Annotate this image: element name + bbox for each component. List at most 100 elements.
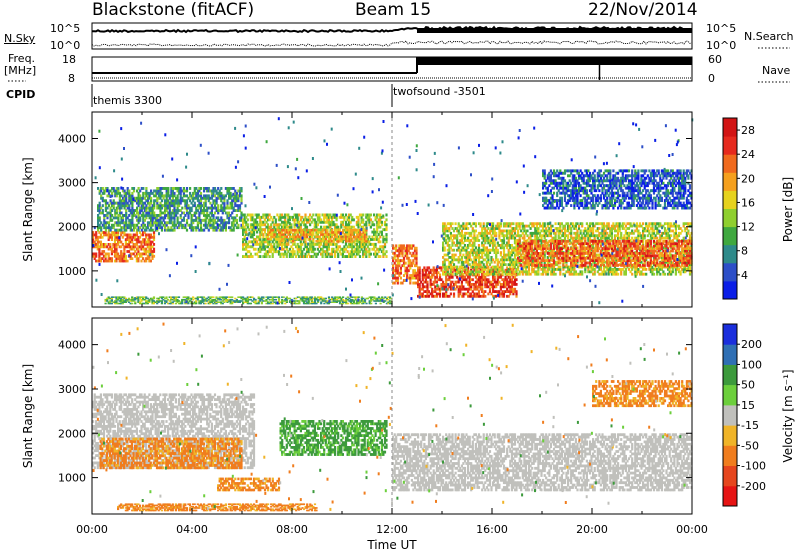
power-cell: [476, 268, 479, 271]
power-cell: [334, 296, 337, 298]
power-cell: [136, 189, 139, 193]
power-cell: [334, 215, 337, 219]
power-cell: [312, 301, 315, 303]
power-cell: [443, 283, 446, 286]
power-cell: [484, 227, 487, 230]
power-cell: [468, 256, 471, 259]
power-cell: [226, 221, 229, 225]
power-cell: [296, 237, 299, 241]
power-cell: [338, 250, 341, 254]
power-cell: [143, 228, 146, 232]
power-cell: [97, 209, 100, 212]
power-cell: [413, 271, 417, 275]
power-cell: [226, 206, 229, 210]
power-cell: [437, 292, 440, 296]
power-cell: [431, 290, 434, 293]
power-cell: [451, 268, 454, 271]
power-cell: [199, 296, 202, 298]
power-cell: [195, 211, 198, 215]
power-cell: [324, 300, 327, 302]
power-cell: [131, 218, 134, 222]
power-cell: [479, 263, 482, 266]
power-cell: [434, 287, 437, 291]
power-cell: [351, 302, 354, 305]
power-cell: [257, 238, 260, 241]
power-cell: [254, 298, 257, 301]
power-cell: [376, 300, 379, 302]
power-cell: [374, 300, 377, 302]
power-cell: [235, 199, 238, 203]
power-cell: [212, 218, 215, 222]
power-cell: [159, 218, 162, 222]
power-cell: [470, 234, 473, 238]
power-cell: [291, 247, 295, 251]
power-cell: [128, 226, 131, 230]
power-cell: [146, 240, 149, 244]
power-cell: [159, 204, 162, 208]
power-cell: [404, 251, 407, 255]
power-cell: [346, 228, 349, 232]
power-cell: [288, 255, 291, 258]
power-cell: [151, 228, 154, 232]
power-cell: [125, 214, 128, 217]
power-cell: [218, 223, 221, 227]
power-cell: [346, 239, 349, 243]
power-cell: [474, 275, 477, 279]
power-cell: [143, 238, 146, 241]
power-cell: [270, 233, 273, 236]
power-cell: [413, 274, 417, 277]
power-cell: [277, 218, 281, 222]
power-cell: [98, 250, 101, 253]
power-cell: [181, 218, 184, 222]
power-cell: [202, 296, 206, 298]
power-cell: [128, 196, 131, 200]
power-cell: [349, 213, 352, 217]
power-cell: [184, 301, 187, 303]
power-cell: [113, 296, 117, 298]
power-cell: [102, 250, 106, 253]
power-cell: [546, 270, 549, 274]
power-cell: [476, 236, 479, 240]
power-cell: [295, 300, 298, 302]
power-cell: [118, 196, 121, 200]
power-cell: [282, 300, 285, 302]
power-cell: [157, 189, 160, 193]
power-cell: [229, 301, 232, 303]
power-cell: [152, 250, 156, 253]
power-cell: [170, 199, 173, 203]
power-cell: [407, 244, 410, 248]
power-cell: [137, 245, 140, 249]
power-cell: [368, 255, 371, 258]
power-cell: [246, 301, 249, 303]
power-cell: [418, 287, 421, 291]
power-cell: [360, 242, 363, 246]
power-cell: [360, 298, 363, 301]
power-cell: [104, 252, 107, 256]
power-cell: [392, 281, 395, 285]
power-cell: [237, 204, 240, 208]
power-cell: [273, 225, 276, 229]
power-cell: [136, 228, 139, 232]
power-cell: [142, 240, 145, 244]
power-cell: [349, 300, 352, 302]
power-cell: [245, 300, 248, 302]
power-cell: [313, 301, 317, 303]
power-cell: [321, 239, 324, 243]
power-cell: [185, 199, 189, 203]
power-cell: [115, 301, 118, 303]
power-cell: [125, 204, 128, 208]
power-cell: [284, 237, 287, 241]
power-cell: [360, 213, 363, 217]
power-cell: [109, 300, 112, 302]
power-cell: [120, 228, 123, 232]
power-cell: [298, 300, 301, 302]
power-cell: [251, 235, 254, 239]
power-cell: [292, 302, 295, 305]
power-cell: [382, 252, 385, 256]
power-cell: [326, 233, 329, 236]
power-cell: [213, 228, 217, 232]
power-cell: [123, 301, 126, 303]
power-cell: [93, 254, 96, 258]
power-cell: [538, 222, 542, 226]
power-cell: [229, 196, 232, 200]
